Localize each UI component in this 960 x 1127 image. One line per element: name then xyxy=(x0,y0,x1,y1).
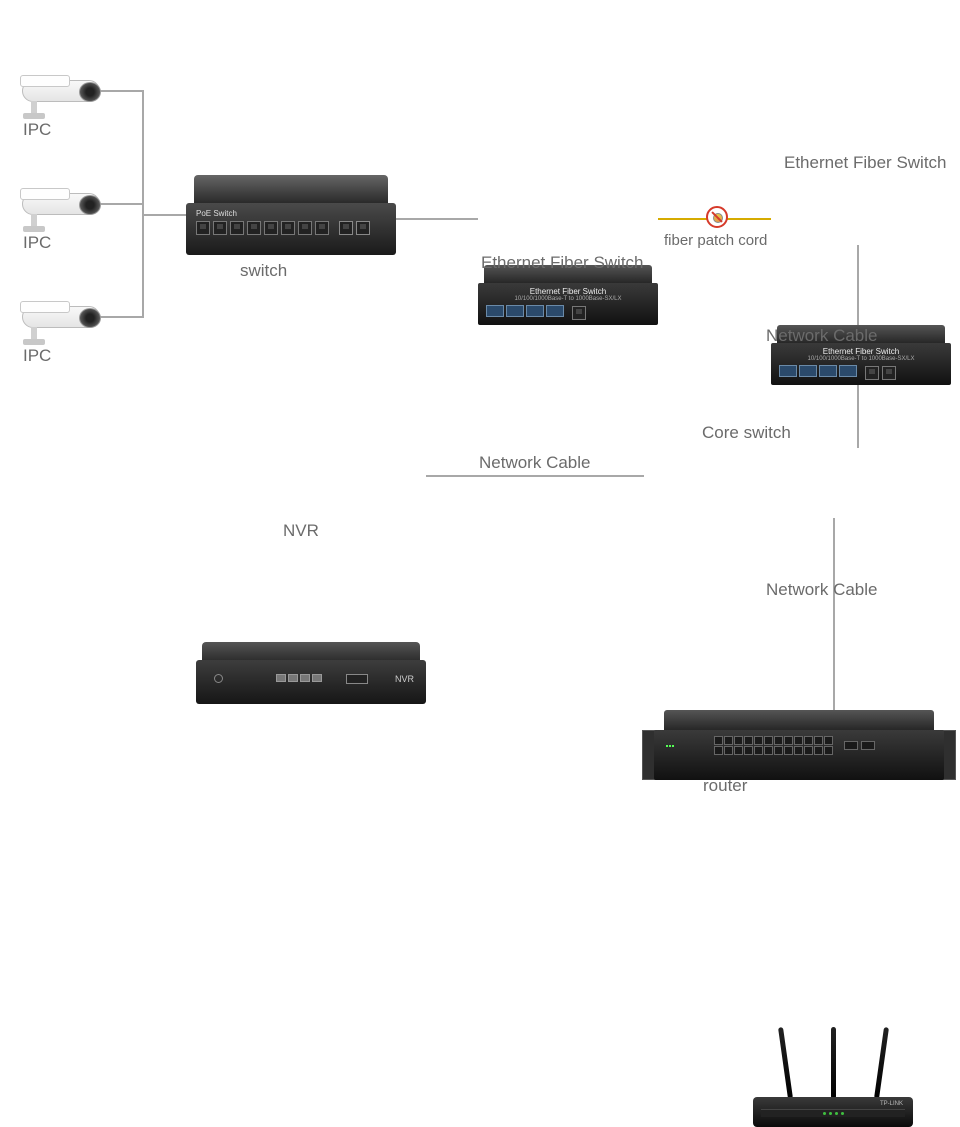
ipc-3 xyxy=(22,306,100,328)
fiber-switch-1: Ethernet Fiber Switch 10/100/1000Base-T … xyxy=(478,265,658,325)
router: TP-LINK xyxy=(753,1027,913,1127)
cable-bus-to-poe xyxy=(142,214,188,216)
efs1-sub: 10/100/1000Base-T to 1000Base-SX/LX xyxy=(486,296,650,302)
ipc-2 xyxy=(22,193,100,215)
poe-switch-label: switch xyxy=(240,261,287,281)
cable-core-nvr xyxy=(426,475,644,477)
efs1-rj45-ports xyxy=(572,306,586,320)
efs2-title: Ethernet Fiber Switch xyxy=(779,347,943,356)
poe-uplinks xyxy=(339,221,370,235)
efs2-rj45-ports xyxy=(865,366,896,380)
poe-switch: PoE Switch xyxy=(186,175,396,255)
router-brand: TP-LINK xyxy=(880,1101,903,1107)
prohibit-icon xyxy=(706,206,728,228)
core-switch-label: Core switch xyxy=(702,423,791,443)
netcable-2-label: Network Cable xyxy=(479,453,591,473)
cable-ipc3-h xyxy=(100,316,144,318)
router-label: router xyxy=(703,776,747,796)
cable-ipc3-v xyxy=(142,203,144,318)
efs1-title: Ethernet Fiber Switch xyxy=(486,287,650,296)
fiber-switch-2-label: Ethernet Fiber Switch xyxy=(784,153,947,173)
efs2-sfp-ports xyxy=(779,364,859,382)
cable-core-router xyxy=(833,518,835,713)
netcable-3-label: Network Cable xyxy=(766,580,878,600)
poe-ports xyxy=(196,221,329,235)
nvr-front-text: NVR xyxy=(395,674,414,684)
efs1-sfp-ports xyxy=(486,304,566,322)
ipc-2-label: IPC xyxy=(23,233,51,253)
ipc-1 xyxy=(22,80,100,102)
core-switch xyxy=(654,710,944,780)
nvr: NVR xyxy=(196,642,426,704)
cable-ipc2-h xyxy=(100,203,144,205)
ipc-1-label: IPC xyxy=(23,120,51,140)
core-ports xyxy=(714,736,833,755)
cable-poe-efs1 xyxy=(396,218,478,220)
core-sfp xyxy=(841,737,875,755)
efs2-sub: 10/100/1000Base-T to 1000Base-SX/LX xyxy=(779,356,943,362)
cable-ipc1-h xyxy=(100,90,144,92)
netcable-1-label: Network Cable xyxy=(766,326,878,346)
fiber-switch-1-label: Ethernet Fiber Switch xyxy=(481,253,644,273)
poe-front-text: PoE Switch xyxy=(196,209,386,218)
fiber-cord-label: fiber patch cord xyxy=(664,232,767,249)
ipc-3-label: IPC xyxy=(23,346,51,366)
cable-ipc1-v xyxy=(142,90,144,214)
nvr-label: NVR xyxy=(283,521,319,541)
